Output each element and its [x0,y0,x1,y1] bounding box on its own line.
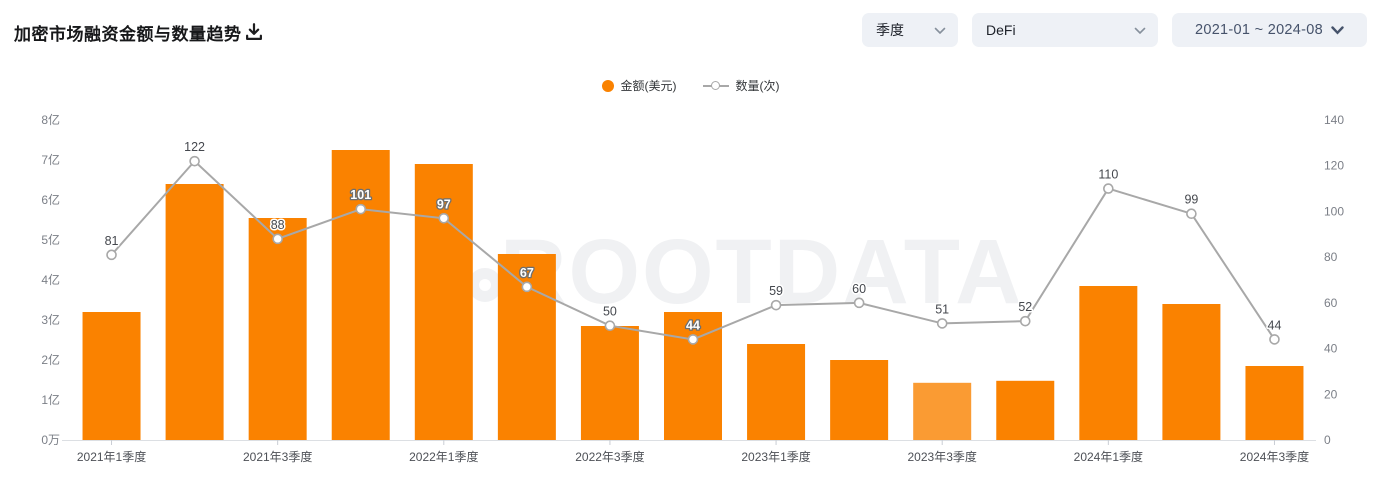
download-icon[interactable] [243,21,265,43]
count-point-label: 44 [1268,318,1282,332]
bar-2023年3季度[interactable] [913,382,972,440]
y-axis-label-left: 3亿 [41,312,60,327]
count-point-label: 99 [1184,193,1198,207]
legend-item-amount[interactable]: 金额(美元) [601,77,677,94]
period-select-value: 季度 [876,22,904,38]
x-axis-label: 2024年1季度 [1074,449,1143,464]
y-axis-label-left: 6亿 [41,192,60,207]
count-point-2023年1季度[interactable] [770,299,782,311]
count-point-label: 88 [271,218,285,232]
bar-2021年3季度[interactable] [248,218,307,440]
x-axis-label: 2023年1季度 [741,449,810,464]
y-axis-label-right: 140 [1324,113,1344,127]
category-select[interactable]: DeFi [972,13,1158,47]
bar-2021年1季度[interactable] [82,312,141,440]
bar-2022年4季度[interactable] [664,312,722,440]
y-axis-label-left: 1亿 [41,392,60,407]
rootdata-logo-watermark [468,268,502,302]
legend-count-label: 数量(次) [735,79,780,93]
count-point-label: 110 [1098,168,1118,182]
chevron-down-icon [1331,22,1344,38]
y-axis-label-left: 5亿 [41,232,60,247]
count-point-label: 50 [603,305,617,319]
count-point-label: 52 [1018,300,1032,314]
chevron-down-icon [934,22,946,38]
count-point-label: 122 [184,140,205,154]
count-point-2022年4季度[interactable] [687,334,699,345]
page-title: 加密市场融资金额与数量趋势 [14,25,242,44]
count-point-label: 97 [437,197,451,211]
count-point-2024年2季度[interactable] [1186,208,1197,220]
chevron-down-icon [1134,22,1146,38]
legend: 金额(美元) 数量(次) [0,77,1381,94]
rootdata-watermark: ROOTDATA [500,221,1024,323]
bar-2024年3季度[interactable] [1245,366,1304,440]
y-axis-label-right: 100 [1324,204,1344,218]
x-axis-label: 2021年3季度 [243,449,312,464]
count-point-2023年2季度[interactable] [853,297,865,309]
category-select-value: DeFi [986,22,1016,38]
bar-2023年2季度[interactable] [830,360,889,440]
count-point-2022年1季度[interactable] [438,212,450,224]
count-point-2023年3季度[interactable] [936,318,948,329]
count-point-label: 101 [350,188,371,202]
legend-item-count[interactable]: 数量(次) [702,77,780,94]
y-axis-label-right: 120 [1324,159,1344,173]
y-axis-label-right: 60 [1324,296,1338,310]
count-point-label: 51 [935,302,949,316]
x-axis-label: 2021年1季度 [77,449,146,464]
y-axis-label-left: 7亿 [41,152,60,167]
x-axis-label: 2023年3季度 [908,449,977,464]
period-select[interactable]: 季度 [862,13,958,47]
count-point-2022年2季度[interactable] [521,281,533,293]
bar-2024年1季度[interactable] [1079,286,1138,440]
count-point-2021年4季度[interactable] [355,203,367,215]
amount-series-marker [601,79,614,92]
y-axis-label-right: 0 [1324,433,1331,447]
bar-2023年1季度[interactable] [747,344,806,440]
count-point-label: 81 [105,234,119,248]
bar-2021年2季度[interactable] [165,184,224,440]
date-range-select[interactable]: 2021-01 ~ 2024-08 [1172,13,1367,47]
y-axis-label-left: 0万 [41,433,60,447]
count-point-2021年1季度[interactable] [106,249,117,261]
y-axis-label-left: 8亿 [41,112,60,127]
count-point-2022年3季度[interactable] [604,320,616,332]
bar-2022年3季度[interactable] [580,326,639,440]
count-point-label: 44 [686,318,700,332]
count-series-marker [702,80,729,90]
date-range-value: 2021-01 ~ 2024-08 [1194,22,1324,38]
bar-2021年4季度[interactable] [331,150,390,440]
x-axis-label: 2024年3季度 [1240,449,1309,464]
bar-2022年1季度[interactable] [414,164,473,440]
bar-2023年4季度[interactable] [996,380,1055,440]
bar-2024年2季度[interactable] [1162,304,1221,440]
count-point-2023年4季度[interactable] [1019,315,1031,327]
count-point-2021年3季度[interactable] [272,233,283,245]
count-point-2024年3季度[interactable] [1269,334,1280,345]
chart-controls: 季度 DeFi 2021-01 ~ 2024-08 [862,13,1367,47]
count-point-label: 67 [520,266,534,280]
count-point-2024年1季度[interactable] [1103,183,1114,194]
y-axis-label-left: 2亿 [41,352,60,367]
legend-amount-label: 金额(美元) [620,79,677,93]
x-axis-label: 2022年1季度 [409,449,478,464]
y-axis-label-right: 80 [1324,250,1338,264]
count-point-label: 59 [769,284,783,298]
y-axis-label-left: 4亿 [41,272,60,287]
y-axis-label-right: 40 [1324,342,1338,356]
count-point-label: 60 [852,282,866,296]
count-point-2021年2季度[interactable] [189,155,200,167]
y-axis-label-right: 20 [1324,387,1338,401]
x-axis-label: 2022年3季度 [575,449,644,464]
